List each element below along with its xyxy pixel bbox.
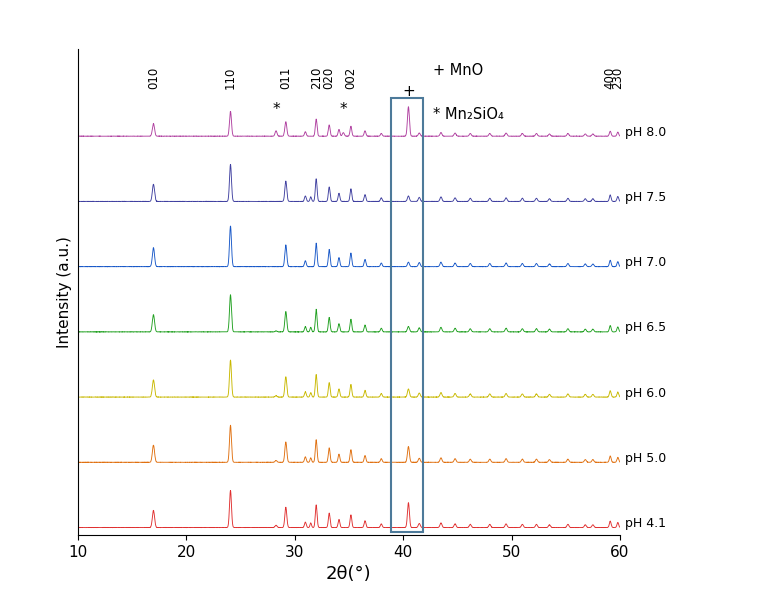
Text: 230: 230 [611, 66, 625, 89]
Text: + MnO: + MnO [432, 63, 483, 78]
Text: pH 8.0: pH 8.0 [625, 126, 666, 139]
Text: 400: 400 [604, 66, 617, 89]
Text: pH 7.0: pH 7.0 [625, 256, 666, 269]
Text: pH 7.5: pH 7.5 [625, 191, 666, 204]
Text: pH 6.0: pH 6.0 [625, 387, 666, 399]
Text: 110: 110 [224, 66, 237, 89]
Text: 010: 010 [147, 66, 160, 89]
Text: * Mn₂SiO₄: * Mn₂SiO₄ [432, 107, 504, 122]
Text: pH 5.0: pH 5.0 [625, 452, 666, 465]
Text: pH 4.1: pH 4.1 [625, 517, 666, 530]
Text: 020: 020 [322, 66, 336, 89]
Text: 210: 210 [310, 66, 322, 89]
Text: 011: 011 [279, 66, 292, 89]
Text: pH 6.5: pH 6.5 [625, 322, 666, 334]
Text: 002: 002 [344, 66, 357, 89]
Y-axis label: Intensity (a.u.): Intensity (a.u.) [57, 236, 72, 348]
Bar [391, 98, 422, 531]
X-axis label: 2θ(°): 2θ(°) [326, 565, 371, 583]
Text: *: * [272, 102, 280, 117]
Text: *: * [339, 102, 347, 117]
Text: +: + [402, 83, 415, 98]
